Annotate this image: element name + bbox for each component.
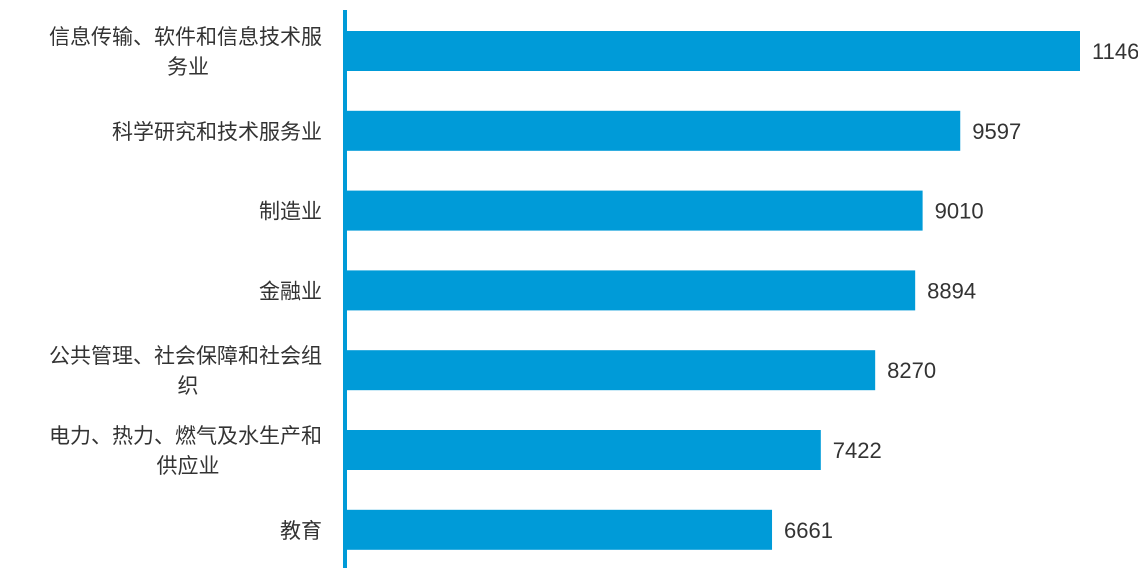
bar-0 bbox=[345, 31, 1080, 71]
value-label-4: 8270 bbox=[887, 358, 936, 383]
value-label-5: 7422 bbox=[833, 438, 882, 463]
bar-3 bbox=[345, 270, 916, 311]
value-label-6: 6661 bbox=[784, 518, 833, 543]
category-label-6: 教育 bbox=[280, 519, 322, 543]
category-label-1: 科学研究和技术服务业 bbox=[112, 120, 322, 144]
bar-2 bbox=[345, 190, 923, 231]
value-label-0: 11465 bbox=[1092, 39, 1138, 64]
bar-6 bbox=[345, 509, 773, 550]
value-label-2: 9010 bbox=[935, 199, 984, 224]
value-label-3: 8894 bbox=[927, 278, 976, 303]
category-label-2: 制造业 bbox=[259, 200, 322, 224]
bar-5 bbox=[345, 430, 821, 470]
bars-group bbox=[345, 31, 1080, 550]
category-label-0-line-0: 信息传输、软件和信息技术服 bbox=[49, 25, 322, 49]
category-labels-group: 信息传输、软件和信息技术服务业科学研究和技术服务业制造业金融业公共管理、社会保障… bbox=[49, 25, 322, 543]
bar-1 bbox=[345, 110, 961, 151]
category-label-0-line-1: 务业 bbox=[167, 55, 209, 79]
category-label-4-line-0: 公共管理、社会保障和社会组 bbox=[49, 344, 322, 368]
value-label-1: 9597 bbox=[972, 119, 1021, 144]
category-label-5-line-1: 供应业 bbox=[157, 454, 220, 478]
value-labels-group: 11465 9597 9010 8894 8270 7422 6661 bbox=[784, 39, 1138, 543]
bar-4 bbox=[345, 350, 876, 391]
category-label-3: 金融业 bbox=[259, 279, 322, 303]
category-label-4-line-1: 织 bbox=[178, 374, 199, 398]
category-label-5-line-0: 电力、热力、燃气及水生产和 bbox=[49, 424, 322, 448]
